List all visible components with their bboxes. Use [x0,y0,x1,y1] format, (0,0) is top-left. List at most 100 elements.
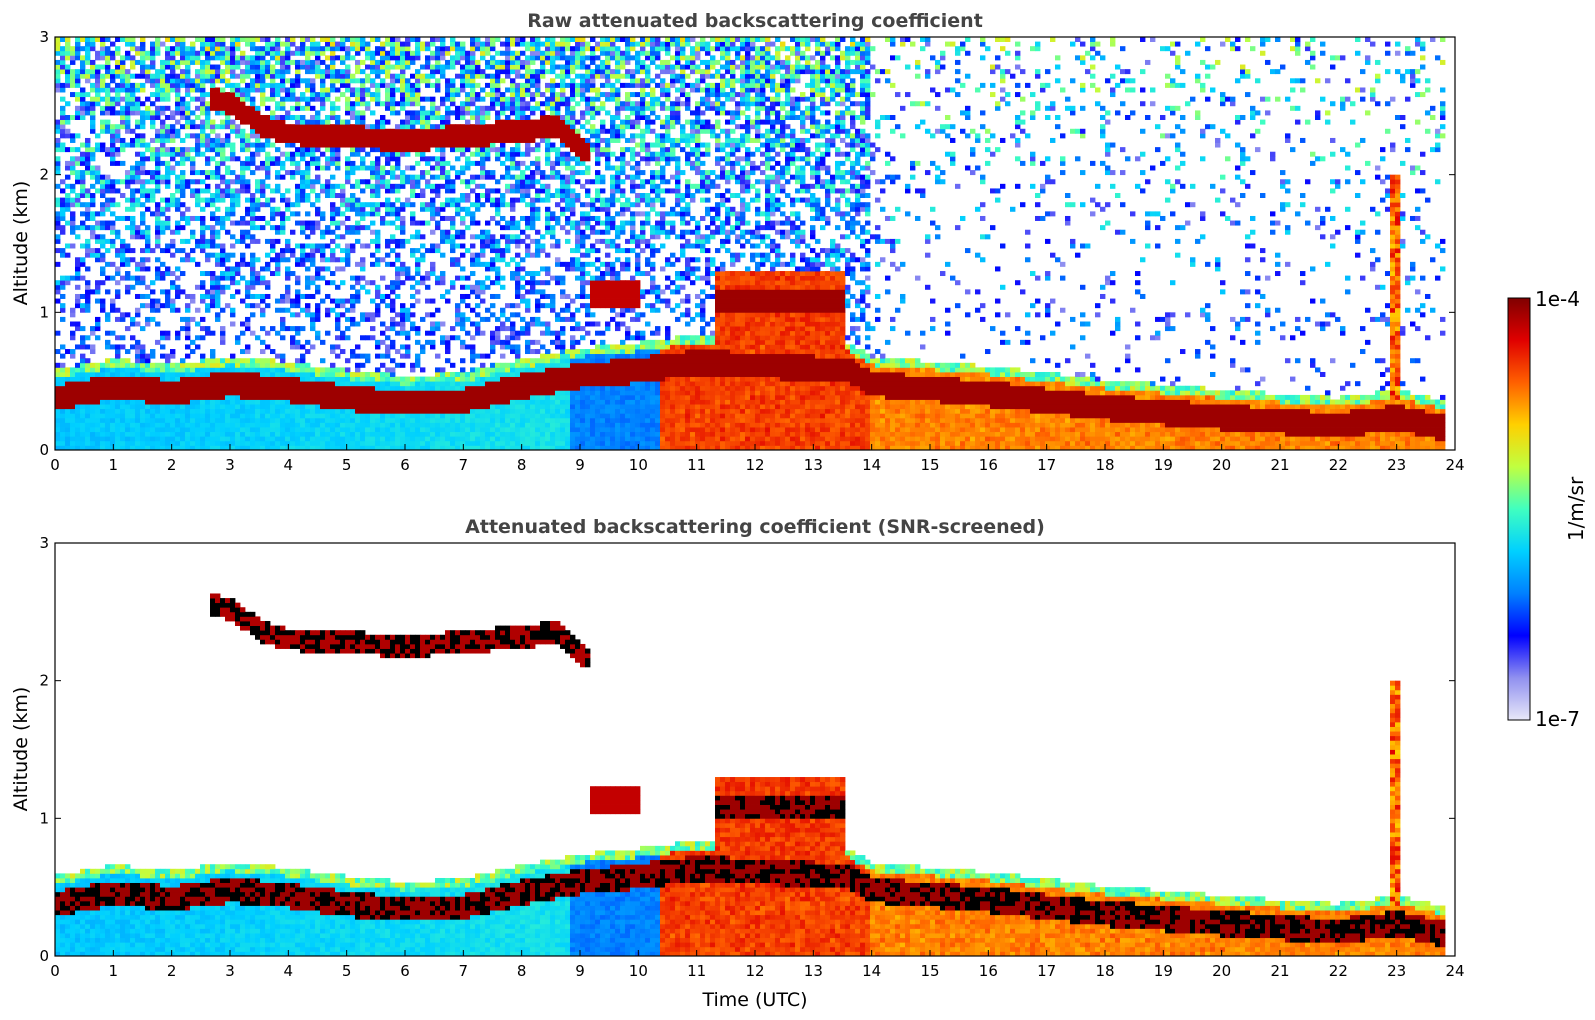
top-heatmap-cell [360,261,366,267]
top-heatmap-cell [175,225,181,231]
top-heatmap-cell [190,257,196,263]
top-heatmap-cell [80,371,86,377]
top-heatmap-cell [465,399,471,405]
top-heatmap-cell [280,436,286,442]
top-heatmap-cell [315,128,321,134]
top-heatmap-cell [85,211,91,217]
top-heatmap-cell [450,147,456,153]
top-heatmap-cell [425,390,431,396]
top-heatmap-cell [200,367,206,373]
top-heatmap-cell [480,445,486,450]
top-heatmap-cell [160,275,166,281]
top-heatmap-cell [125,82,131,88]
top-heatmap-cell [270,436,276,442]
top-heatmap-cell [415,147,421,153]
top-heatmap-cell [270,376,276,382]
top-heatmap-cell [305,349,311,355]
top-heatmap-cell [400,55,406,61]
top-heatmap-cell [255,271,261,277]
top-heatmap-cell [370,431,376,437]
top-heatmap-cell [135,119,141,125]
top-heatmap-cell [160,381,166,387]
top-heatmap-cell [250,160,256,166]
top-heatmap-cell [460,408,466,414]
top-heatmap-cell [390,220,396,226]
top-heatmap-cell [250,381,256,387]
top-heatmap-cell [410,312,416,318]
top-heatmap-cell [430,165,436,171]
top-heatmap-cell [330,101,336,107]
top-heatmap-cell [185,110,191,116]
top-heatmap-cell [120,87,126,93]
top-heatmap-cell [210,78,216,84]
top-heatmap-cell [205,408,211,414]
top-heatmap-cell [235,367,241,373]
top-heatmap-cell [420,349,426,355]
top-heatmap-cell [215,147,221,153]
top-heatmap-cell [60,59,66,65]
top-heatmap-cell [405,266,411,272]
top-heatmap-cell [275,390,281,396]
top-heatmap-cell [235,174,241,180]
top-heatmap-cell [350,390,356,396]
top-heatmap-cell [220,417,226,423]
top-heatmap-cell [305,87,311,93]
top-heatmap-cell [235,394,241,400]
top-heatmap-cell [370,206,376,212]
top-heatmap-cell [335,321,341,327]
top-heatmap-cell [135,165,141,171]
top-heatmap-cell [310,376,316,382]
top-heatmap-cell [125,408,131,414]
top-heatmap-cell [305,275,311,281]
top-heatmap-cell [400,385,406,391]
top-heatmap-cell [465,147,471,153]
top-heatmap-cell [150,248,156,254]
top-heatmap-cell [80,211,86,217]
top-heatmap-cell [245,358,251,364]
top-heatmap-cell [280,390,286,396]
top-heatmap-cell [290,41,296,47]
top-heatmap-cell [275,307,281,313]
top-heatmap-cell [155,137,161,143]
top-heatmap-cell [215,137,221,143]
top-heatmap-cell [400,312,406,318]
top-heatmap-cell [110,229,116,235]
top-heatmap-cell [355,275,361,281]
top-heatmap-cell [70,82,76,88]
top-heatmap-cell [400,215,406,221]
top-heatmap-cell [115,87,121,93]
top-heatmap-cell [220,330,226,336]
top-heatmap-cell [60,381,66,387]
top-heatmap-cell [300,37,306,42]
top-heatmap-cell [320,266,326,272]
top-heatmap-cell [475,427,481,433]
top-heatmap-cell [205,37,211,42]
top-heatmap-cell [130,92,136,98]
top-heatmap-cell [200,293,206,299]
top-heatmap-cell [240,215,246,221]
top-heatmap-cell [75,404,81,410]
top-heatmap-cell [280,160,286,166]
top-heatmap-cell [155,381,161,387]
top-heatmap-cell [275,37,281,42]
top-heatmap-cell [220,174,226,180]
top-heatmap-cell [475,440,481,446]
top-heatmap-cell [170,243,176,249]
top-heatmap-cell [60,440,66,446]
top-heatmap-cell [325,422,331,428]
top-heatmap-cell [270,206,276,212]
top-heatmap-cell [350,101,356,107]
top-heatmap-cell [140,257,146,263]
top-heatmap-cell [355,440,361,446]
top-heatmap-cell [175,78,181,84]
top-heatmap-cell [175,362,181,368]
top-heatmap-cell [80,160,86,166]
top-heatmap-cell [285,137,291,143]
top-heatmap-cell [140,266,146,272]
top-heatmap-cell [100,41,106,47]
top-heatmap-cell [350,413,356,419]
top-heatmap-cell [195,440,201,446]
top-heatmap-cell [230,394,236,400]
top-heatmap-cell [100,147,106,153]
top-heatmap-cell [365,280,371,286]
